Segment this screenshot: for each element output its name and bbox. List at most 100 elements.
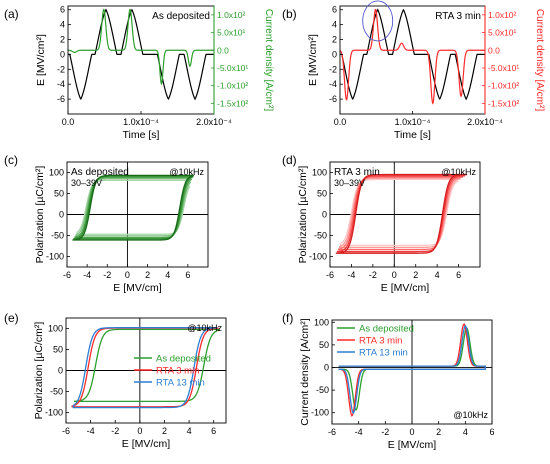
y-tick-label: 2 (60, 35, 65, 45)
x-tick-label: 2 (413, 270, 418, 280)
series-line-current (68, 9, 214, 86)
y-tick-label: 100 (314, 317, 329, 327)
y-tick-label: 50 (317, 189, 327, 199)
legend-label: RTA 3 min (156, 366, 199, 377)
plot-area (332, 320, 492, 424)
chart-panel-6: (f) -6 -4 -2 0 2 4 6 -100 -50 0 50 100 E [MV/cm] Curre… (282, 311, 495, 451)
frequency-label: @10kHz (453, 410, 488, 420)
x-tick-label: -4 (355, 427, 363, 437)
legend-label: As deposited (359, 324, 414, 335)
hysteresis-loop (73, 175, 194, 240)
axes-frame (67, 5, 215, 115)
y-tick-label: -100 (46, 252, 64, 262)
hysteresis-loop (73, 328, 220, 403)
x-tick-label: -2 (369, 270, 377, 280)
x-tick-label: 6 (489, 427, 494, 437)
y-tick-label: -50 (314, 231, 327, 241)
x-tick-label: -4 (347, 270, 355, 280)
y-tick-label: -6 (329, 94, 337, 104)
panel-label: (e) (4, 311, 19, 325)
y-tick-label: -50 (316, 385, 329, 395)
y2-tick-label: -5.0x10¹ (217, 63, 248, 73)
panel-label: (a) (4, 7, 19, 21)
annotation-text: RTA 3 min (435, 11, 481, 22)
y2-tick-label: -1.5x10² (488, 98, 519, 108)
y-tick-label: 4 (60, 20, 65, 30)
plot-area (330, 162, 480, 267)
x-tick-label: 2.0x10⁻⁴ (467, 117, 503, 127)
y-axis-label: E [MV/cm²] (307, 34, 319, 86)
x-tick-label: -4 (83, 270, 91, 280)
x-tick-label: -6 (328, 427, 336, 437)
plot-area (340, 8, 485, 105)
y-axis-label: Polarization [µC/cm²] (34, 166, 46, 264)
hysteresis-loop (74, 176, 193, 239)
y-tick-label: -2 (57, 64, 65, 74)
legend-label: RTA 3 min (359, 336, 402, 347)
chart-panel-4: (d) -6 -4 -2 0 2 4 6 -100 -50 0 50 100 E [MV/cm] Polar… (282, 153, 481, 294)
x-tick-label: -2 (111, 426, 119, 436)
plot-area (67, 162, 208, 267)
highlight-ellipse (362, 0, 394, 42)
x-axis-label: E [MV/cm] (388, 439, 437, 451)
y2-axis-label: Current density [A/cm²] (263, 9, 274, 111)
x-tick-label: 0 (125, 270, 130, 280)
panel-label: (b) (282, 7, 297, 21)
plot-area (66, 318, 226, 423)
y-tick-label: 50 (319, 340, 329, 350)
x-tick-label: 4 (187, 426, 192, 436)
x-tick-label: 6 (456, 270, 461, 280)
hysteresis-loop (340, 178, 459, 247)
axes-frame (339, 5, 486, 115)
x-tick-label: -6 (63, 270, 71, 280)
y-tick-label: 0 (59, 210, 64, 220)
y2-tick-label: 5.0x10¹ (217, 28, 246, 38)
x-tick-label: 1.0x10⁻⁴ (123, 117, 159, 127)
y-axis-label: Polarization [µC/cm²] (297, 166, 309, 264)
hysteresis-loop (336, 175, 466, 253)
y-tick-label: 0 (58, 366, 63, 376)
hysteresis-loop (76, 179, 191, 235)
y-tick-label: 2 (332, 35, 337, 45)
y2-tick-label: -1.5x10² (217, 98, 248, 108)
x-tick-label: 0.0 (62, 117, 75, 127)
frequency-label: @10kHz (169, 167, 204, 177)
y2-tick-label: -1.0x10² (217, 81, 248, 91)
y-tick-label: 100 (49, 168, 64, 178)
x-axis-label: E [MV/cm] (381, 282, 430, 294)
x-tick-label: -6 (62, 426, 70, 436)
x-tick-label: 2 (145, 270, 150, 280)
hysteresis-loop (338, 177, 461, 249)
x-tick-label: 2.0x10⁻⁴ (196, 117, 232, 127)
x-tick-label: 2 (162, 426, 167, 436)
annotation-text: As deposited (71, 167, 129, 178)
y-tick-label: -100 (45, 408, 63, 418)
y-tick-label: 6 (332, 5, 337, 15)
x-tick-label: 4 (435, 270, 440, 280)
series-line-current (340, 9, 485, 105)
y-axis-label: E [MV/cm²] (35, 34, 47, 86)
y-tick-label: 50 (54, 189, 64, 199)
frequency-label: @10kHz (187, 323, 222, 333)
x-tick-label: 2 (436, 427, 441, 437)
panel-label: (d) (282, 153, 297, 167)
y-tick-label: 100 (48, 324, 63, 334)
y2-tick-label: 1.0x10² (488, 10, 517, 20)
legend-label: RTA 13 min (156, 378, 205, 389)
x-tick-label: 0.0 (334, 117, 347, 127)
annotation-text: 30–39V (71, 178, 102, 188)
x-tick-label: 0 (392, 270, 397, 280)
y-axis-label: Current density [A/cm²] (299, 318, 311, 425)
y2-tick-label: -1.0x10² (488, 81, 519, 91)
y-tick-label: 50 (53, 345, 63, 355)
y-tick-label: 0 (332, 49, 337, 59)
y-tick-label: -4 (57, 79, 65, 89)
y-tick-label: -2 (329, 64, 337, 74)
panel-label: (f) (282, 311, 293, 325)
chart-panel-2: (b) 0.0 1.0x10⁻⁴ 2.0x10⁻⁴ -6 -4 -2 0 2 4 6 -1.5x10²… (282, 0, 545, 141)
x-tick-label: 4 (165, 270, 170, 280)
x-tick-label: -2 (381, 427, 389, 437)
annotation-text: 30–39V (334, 178, 365, 188)
legend-label: RTA 13 min (359, 348, 408, 359)
